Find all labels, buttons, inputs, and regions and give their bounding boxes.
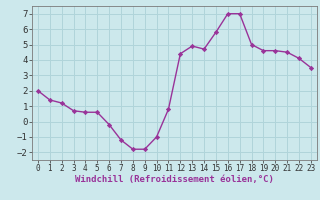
X-axis label: Windchill (Refroidissement éolien,°C): Windchill (Refroidissement éolien,°C) xyxy=(75,175,274,184)
